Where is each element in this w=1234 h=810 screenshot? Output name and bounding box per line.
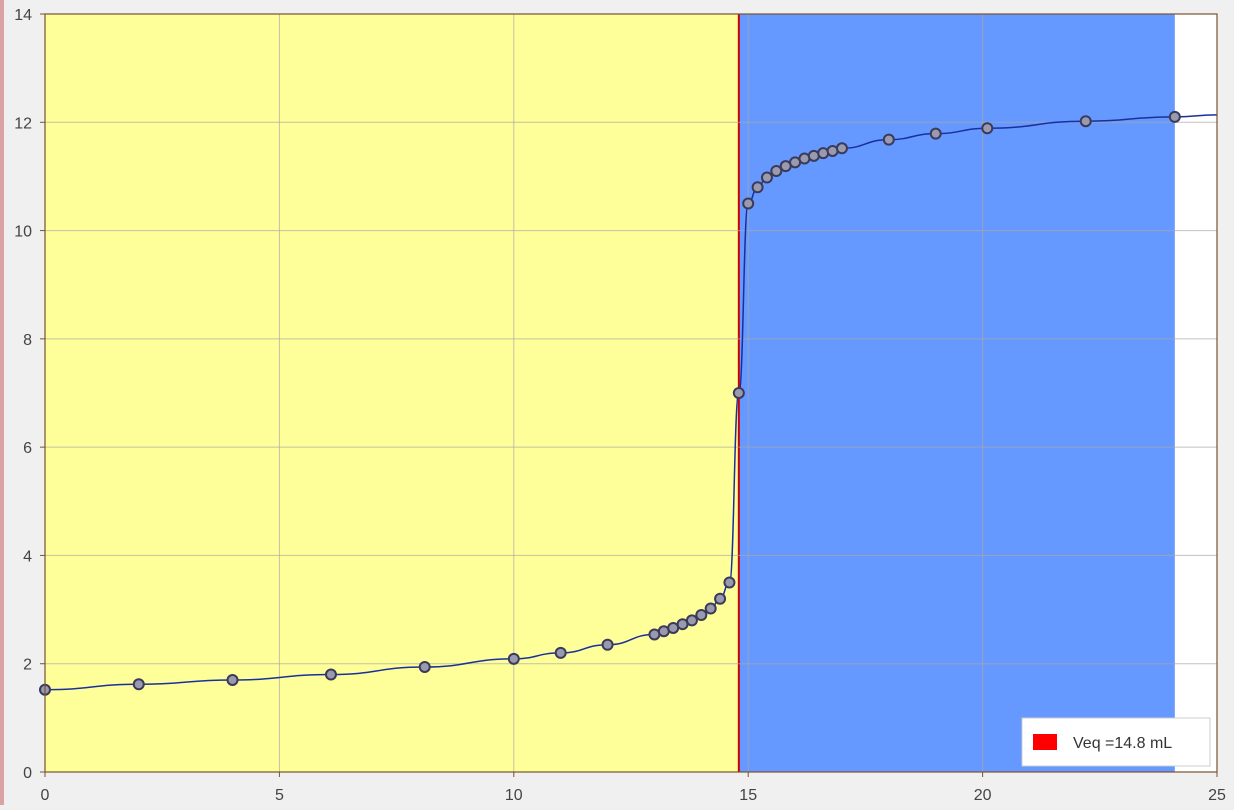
data-point xyxy=(601,638,614,651)
legend: Veq =14.8 mL xyxy=(1021,717,1211,767)
data-point xyxy=(1079,115,1092,128)
data-point xyxy=(685,614,698,627)
data-point xyxy=(507,652,520,665)
y-tick-label: 2 xyxy=(23,657,32,674)
y-tick-label: 0 xyxy=(23,765,32,782)
y-tick-label: 12 xyxy=(14,115,32,132)
acid-region xyxy=(45,14,739,772)
y-tick-label: 6 xyxy=(23,440,32,457)
legend-swatch xyxy=(1033,734,1057,750)
data-point xyxy=(704,602,717,615)
x-tick-label: 10 xyxy=(505,787,523,804)
data-point xyxy=(1168,110,1181,123)
data-point xyxy=(835,142,848,155)
plot-frame xyxy=(44,13,1218,773)
y-tick-label: 4 xyxy=(23,548,32,565)
data-point xyxy=(226,673,239,686)
y-tick-label: 8 xyxy=(23,332,32,349)
y-tick-label: 10 xyxy=(14,224,32,241)
data-point xyxy=(695,608,708,621)
x-tick-label: 15 xyxy=(739,787,757,804)
data-point xyxy=(770,165,783,178)
data-point xyxy=(981,122,994,135)
data-point xyxy=(760,171,773,184)
x-tick-label: 0 xyxy=(41,787,50,804)
data-point xyxy=(751,181,764,194)
x-tick-label: 5 xyxy=(275,787,284,804)
data-point xyxy=(723,576,736,589)
x-tick-label: 20 xyxy=(974,787,992,804)
data-point xyxy=(418,660,431,673)
data-point xyxy=(732,387,745,399)
data-point xyxy=(554,646,567,659)
x-tick-label: 25 xyxy=(1208,787,1226,804)
panel-edge xyxy=(0,0,4,805)
data-point xyxy=(817,147,830,160)
data-point xyxy=(324,668,337,681)
data-point xyxy=(929,127,942,140)
base-region xyxy=(738,14,1175,772)
data-point xyxy=(714,592,727,605)
data-point xyxy=(132,678,145,691)
y-tick-label: 14 xyxy=(14,7,32,24)
legend-label: Veq =14.8 mL xyxy=(1073,735,1172,752)
data-point xyxy=(882,133,895,146)
data-point xyxy=(742,197,755,210)
